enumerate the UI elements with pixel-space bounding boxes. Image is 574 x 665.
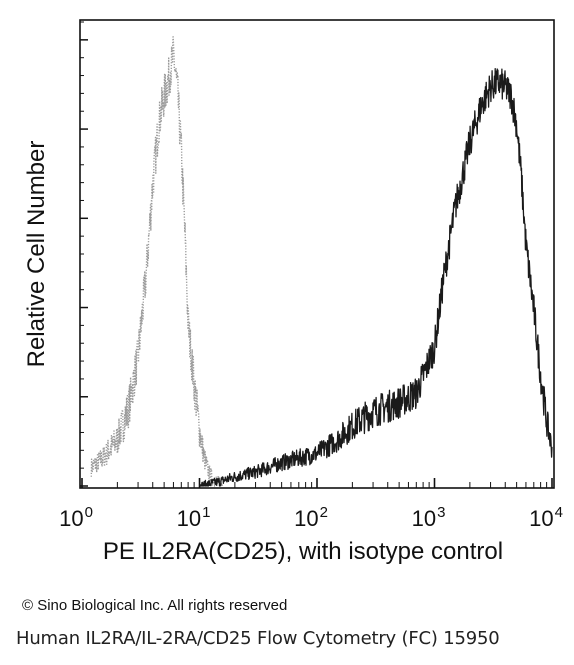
x-tick-label: 101: [177, 504, 211, 531]
x-tick-label: 104: [529, 504, 563, 531]
flow-histogram-chart: 100 101 102 103 104 PE IL2RA(CD25), with iso…: [23, 19, 563, 565]
isotype-control-histogram: [90, 36, 224, 487]
il2ra-stained-histogram: [199, 67, 553, 487]
figure-caption: Human IL2RA/IL-2RA/CD25 Flow Cytometry (…: [16, 628, 500, 649]
plot-frame: [79, 19, 555, 489]
x-axis-title: PE IL2RA(CD25), with isotype control: [103, 538, 503, 565]
x-tick-label: 100: [59, 504, 93, 531]
x-tick-label: 102: [294, 504, 328, 531]
x-tick-labels: 100 101 102 103 104: [59, 504, 563, 531]
x-tick-label: 103: [412, 504, 446, 531]
copyright-notice: © Sino Biological Inc. All rights reserv…: [22, 597, 288, 614]
y-axis-title: Relative Cell Number: [23, 141, 50, 368]
y-axis-ticks: [80, 21, 88, 487]
x-axis-ticks: [81, 478, 553, 488]
series-layer: [90, 36, 553, 487]
